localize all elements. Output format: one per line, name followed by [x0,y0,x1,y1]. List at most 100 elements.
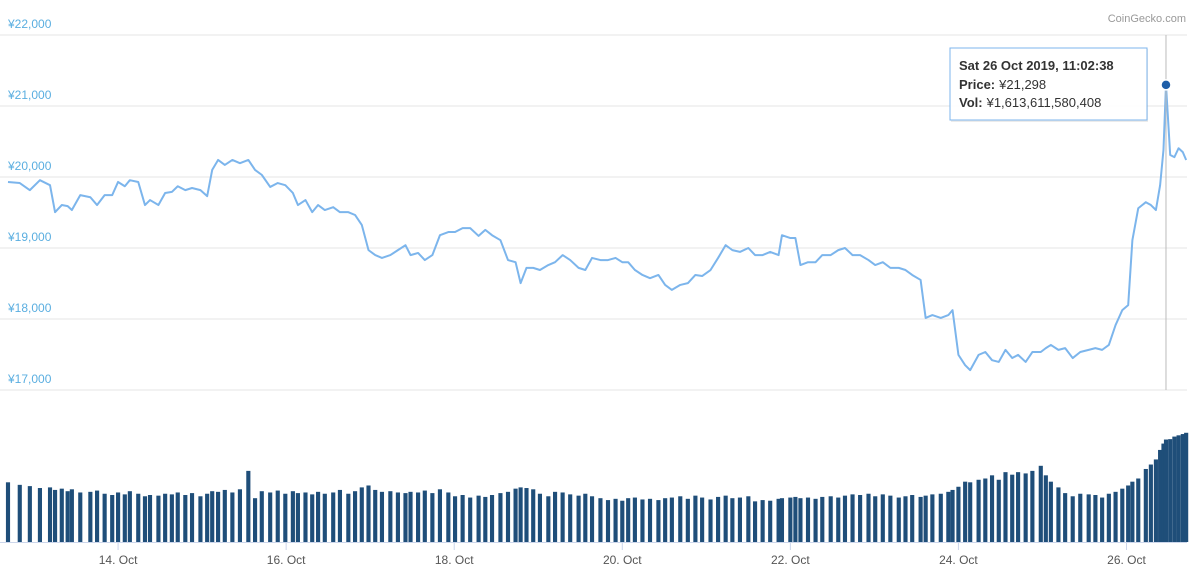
volume-bar [483,496,488,542]
volume-bar [59,488,64,542]
tooltip-box [949,47,1148,121]
volume-bar [210,491,215,542]
volume-bar [632,497,637,542]
volume-bar [788,497,793,542]
y-tick-label: ¥22,000 [7,17,52,31]
volume-bar [446,492,451,542]
volume-bar [198,496,203,542]
volume-bar [873,496,878,542]
volume-bar [1172,436,1177,542]
volume-bar [122,494,127,542]
volume-bar [1168,439,1173,542]
volume-bar [656,500,661,542]
volume-bar [460,495,465,542]
volume-bar [246,470,251,542]
volume-bar [746,496,751,542]
volume-bar [1003,472,1008,542]
volume-bar [437,489,443,542]
volume-bar [110,495,115,542]
volume-bar [983,478,988,542]
volume-bar [452,496,458,542]
volume-bar [37,488,43,542]
volume-bar [1158,449,1163,542]
volume-bar [136,493,141,542]
volume-bar [322,493,327,542]
tooltip-volume-value: ¥1,613,611,580,408 [986,95,1102,110]
volume-bar [259,491,264,542]
credit: CoinGecko.com [1108,13,1186,25]
tooltip-volume-caption: Vol: [959,95,983,110]
volume-bar [552,491,558,542]
volume-bar [47,487,53,542]
volume-bar [147,495,153,542]
y-tick-label: ¥21,000 [7,88,52,102]
volume-bar [513,488,518,542]
x-tick-label: 26. Oct [1107,553,1146,567]
volume-bar [923,495,928,542]
volume-bar [1176,435,1181,542]
volume-bar [366,485,371,542]
y-tick-label: ¥19,000 [7,230,52,244]
volume-bar [189,493,195,542]
volume-bar [1093,495,1098,542]
volume-bar [996,479,1001,542]
volume-bar [290,491,295,542]
volume-bar [1143,468,1148,542]
volume-bar [850,494,855,542]
volume-bar [476,495,481,542]
volume-bar [620,500,625,542]
volume-bar [918,496,923,542]
volume-bar [1153,459,1158,542]
x-tick-label: 22. Oct [771,553,810,567]
tooltip: Sat 26 Oct 2019, 11:02:38 Price: ¥21,298 Vo… [949,35,1172,390]
volume-bar [205,493,210,542]
volume-bar [1023,473,1028,542]
volume-bar [626,498,631,542]
volume-bar [95,490,100,542]
volume-bar [842,495,848,542]
volume-bar [760,500,765,542]
volume-bar [723,495,728,542]
volume-bar [230,492,235,542]
tooltip-date: Sat 26 Oct 2019, 11:02:38 [959,58,1114,73]
volume-bar [938,493,943,542]
volume-bar [69,489,74,542]
x-tick-label: 18. Oct [435,553,474,567]
volume-bar [1056,487,1061,542]
tooltip-price-value: ¥21,298 [998,77,1046,92]
volume-bar [252,498,258,542]
volume-bar [416,492,421,542]
volume-bar [1070,496,1075,542]
volume-bar [956,486,961,542]
volume-bar [331,492,336,542]
y-tick-label: ¥18,000 [7,301,52,315]
volume-bar [163,493,168,542]
volume-bar [1120,488,1125,542]
volume-bar [793,496,798,542]
volume-bar [388,491,393,542]
volume-bar [798,498,803,542]
volume-bar [1043,475,1048,542]
volume-bar [820,496,825,542]
volume-bar [989,475,995,542]
volume-bar [337,489,343,542]
volume-bar [156,495,161,542]
volume-bar [663,498,668,542]
volume-bar [359,487,364,542]
volume-bar [395,492,400,542]
volume-bar [1100,497,1105,542]
volume-bar [700,497,705,542]
volume-bar [1030,470,1035,542]
x-tick-label: 16. Oct [267,553,306,567]
volume-bar [669,497,674,542]
volume-bar [116,492,121,542]
volume-bar [576,495,581,542]
volume-bar [880,494,885,542]
volume-bar [408,491,413,542]
tooltip-point [1160,79,1172,91]
volume-bar [17,484,22,542]
volume-bar [568,494,573,542]
volume-bar [27,486,32,542]
volume-bar [127,491,132,542]
